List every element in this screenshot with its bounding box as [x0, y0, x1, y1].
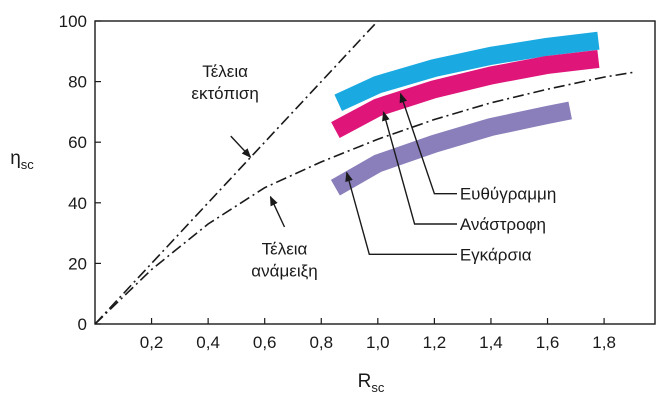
lines-layer — [94, 20, 633, 325]
x-tick-label: 0,2 — [140, 333, 164, 352]
annotation-label-line: εκτόπιση — [191, 84, 258, 103]
annotation-label: Εγκάρσια — [460, 245, 532, 264]
annotation-arrow — [345, 171, 457, 255]
ticks-layer: 0,2 0,4 0,6 0,8 1,0 1,2 1,4 1,6 1,8 0 20 40 60 80 100 — [59, 12, 616, 352]
annotation-label-line: Εγκάρσια — [460, 245, 532, 264]
annotation-label: Ευθύγραμμη — [460, 185, 556, 204]
annotations-layer: Τέλεια εκτόπιση Τέλεια ανάμειξη Ευθύγραμμη Αν… — [191, 62, 556, 280]
annotation-arrow — [382, 110, 457, 225]
line-τέλεια-ανάμειξη — [94, 71, 633, 325]
annotation-label-line: Ανάστροφη — [460, 215, 546, 234]
annotation-arrow — [269, 195, 286, 228]
x-tick-label: 1,6 — [536, 333, 560, 352]
y-tick-label: 60 — [68, 133, 87, 152]
y-axis-label-sub: sc — [21, 157, 35, 172]
x-axis-label-sub: sc — [371, 380, 385, 395]
band-ανάστροφη — [331, 49, 600, 139]
annotation-label-line: ανάμειξη — [251, 261, 317, 280]
line-τέλεια-εκτόπιση — [94, 20, 379, 325]
bands-layer — [330, 31, 600, 196]
x-tick-label: 0,4 — [196, 333, 220, 352]
x-tick-label: 1,4 — [479, 333, 503, 352]
plot-frame — [94, 20, 656, 325]
annotation-arrow — [399, 92, 457, 195]
annotation-arrow — [230, 135, 252, 159]
annotation-label: Τέλεια εκτόπιση — [191, 62, 258, 103]
x-axis-label: Rsc — [358, 371, 385, 395]
band-εγκάρσια — [330, 101, 572, 196]
annotation-label-line: Ευθύγραμμη — [460, 185, 556, 204]
y-tick-label: 80 — [68, 73, 87, 92]
x-axis-label-main: R — [358, 371, 372, 392]
x-tick-label: 0,6 — [253, 333, 277, 352]
y-axis-label-main: η — [10, 148, 21, 169]
annotation-label: Ανάστροφη — [460, 215, 546, 234]
x-tick-label: 1,0 — [366, 333, 390, 352]
y-tick-label: 0 — [78, 315, 87, 334]
y-tick-label: 100 — [59, 12, 87, 31]
y-tick-label: 20 — [68, 254, 87, 273]
annotation-label-line: Τέλεια — [202, 62, 248, 81]
x-tick-label: 1,8 — [592, 333, 616, 352]
x-tick-label: 1,2 — [423, 333, 447, 352]
annotation-label: Τέλεια ανάμειξη — [251, 239, 317, 280]
y-axis-label: ηsc — [10, 148, 34, 172]
annotation-label-line: Τέλεια — [262, 239, 308, 258]
band-ευθύγραμμη — [334, 31, 600, 111]
y-tick-label: 40 — [68, 194, 87, 213]
x-tick-label: 0,8 — [309, 333, 333, 352]
